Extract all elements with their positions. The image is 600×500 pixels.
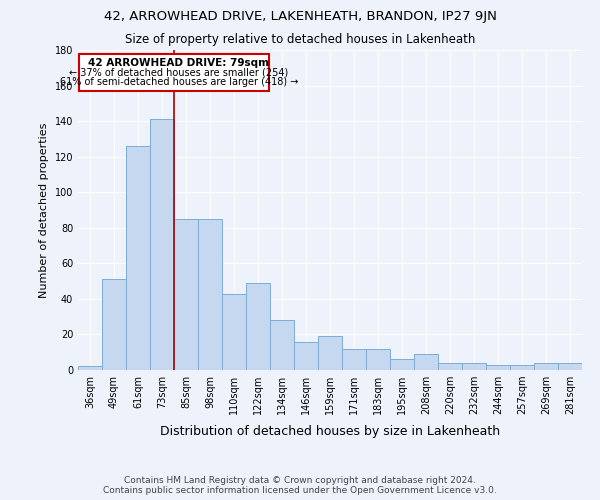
Bar <box>486 364 510 370</box>
Bar <box>558 363 582 370</box>
Text: Contains public sector information licensed under the Open Government Licence v3: Contains public sector information licen… <box>103 486 497 495</box>
Text: Size of property relative to detached houses in Lakenheath: Size of property relative to detached ho… <box>125 32 475 46</box>
Bar <box>246 283 270 370</box>
Bar <box>390 360 414 370</box>
Bar <box>174 219 198 370</box>
Y-axis label: Number of detached properties: Number of detached properties <box>39 122 49 298</box>
Bar <box>294 342 318 370</box>
Bar <box>318 336 342 370</box>
Bar <box>366 348 390 370</box>
Bar <box>270 320 294 370</box>
Bar <box>198 219 222 370</box>
Bar <box>102 280 126 370</box>
Bar <box>534 363 558 370</box>
Bar <box>222 294 246 370</box>
Text: 42, ARROWHEAD DRIVE, LAKENHEATH, BRANDON, IP27 9JN: 42, ARROWHEAD DRIVE, LAKENHEATH, BRANDON… <box>104 10 496 23</box>
Text: ← 37% of detached houses are smaller (254): ← 37% of detached houses are smaller (25… <box>69 68 289 78</box>
X-axis label: Distribution of detached houses by size in Lakenheath: Distribution of detached houses by size … <box>160 426 500 438</box>
Bar <box>126 146 150 370</box>
Bar <box>462 363 486 370</box>
Bar <box>510 364 534 370</box>
Bar <box>414 354 438 370</box>
Bar <box>150 120 174 370</box>
Bar <box>438 363 462 370</box>
Bar <box>342 348 366 370</box>
Text: 61% of semi-detached houses are larger (418) →: 61% of semi-detached houses are larger (… <box>59 76 298 86</box>
FancyBboxPatch shape <box>79 54 269 91</box>
Text: 42 ARROWHEAD DRIVE: 79sqm: 42 ARROWHEAD DRIVE: 79sqm <box>88 58 269 68</box>
Bar <box>78 366 102 370</box>
Text: Contains HM Land Registry data © Crown copyright and database right 2024.: Contains HM Land Registry data © Crown c… <box>124 476 476 485</box>
